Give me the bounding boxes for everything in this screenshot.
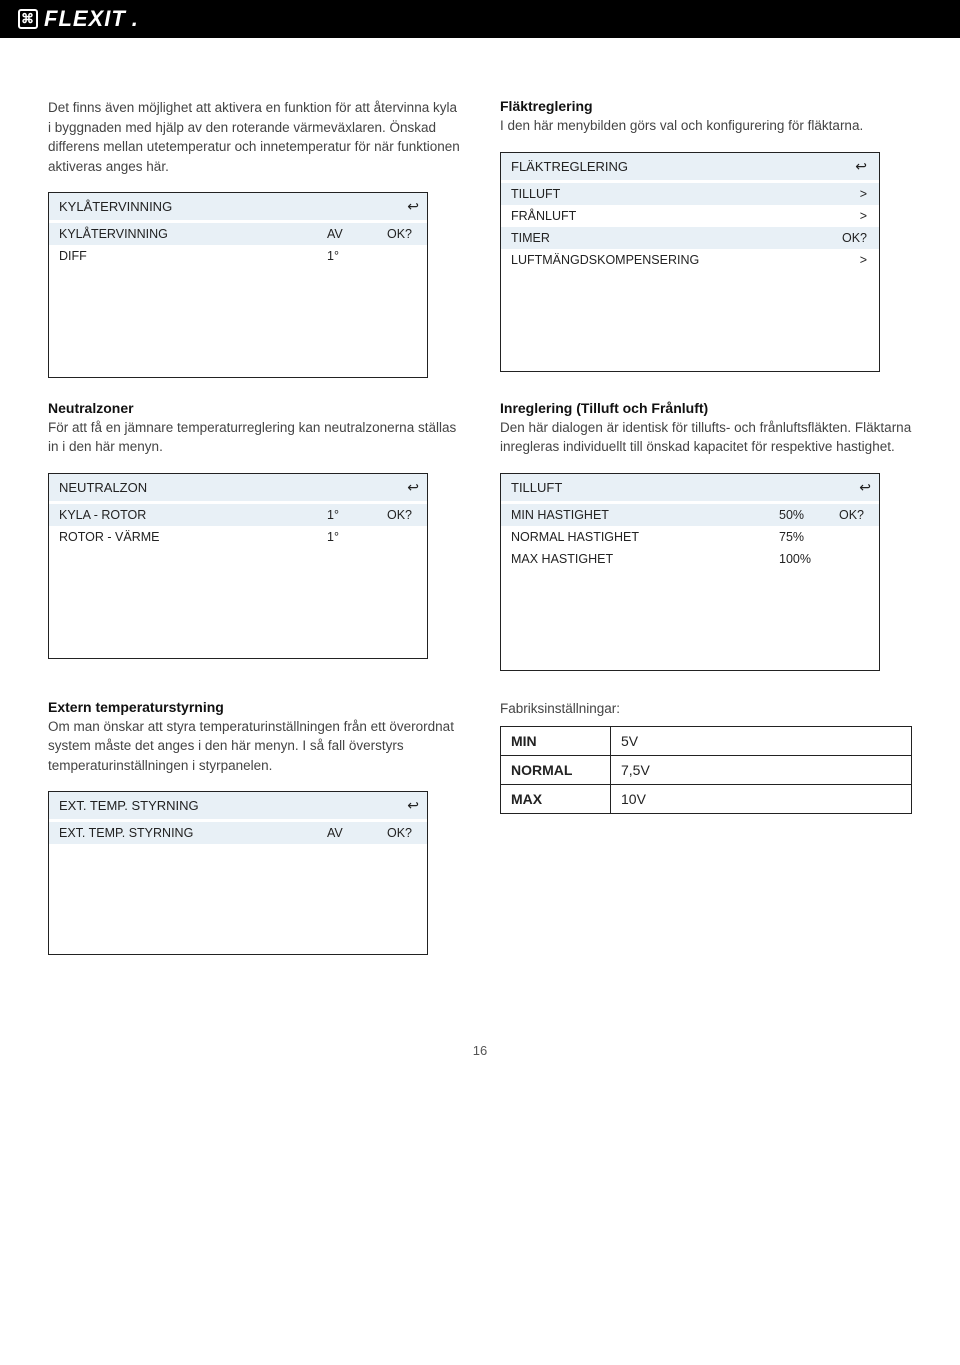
row-label: KYLÅTERVINNING [49, 222, 317, 246]
row-value: 50% [769, 502, 829, 526]
section-text: Den här dialogen är identisk för tilluft… [500, 418, 912, 457]
row-label: ROTOR - VÄRME [49, 526, 317, 548]
section-text: För att få en jämnare temperaturreglerin… [48, 418, 460, 457]
top-bar: ⌘ FLEXIT. [0, 0, 960, 38]
row-label: TILLUFT [501, 181, 832, 205]
brand-name: FLEXIT [44, 6, 126, 32]
row-arrow: > [832, 181, 879, 205]
back-icon[interactable]: ↩ [855, 159, 867, 173]
row-label: KYLA - ROTOR [49, 502, 317, 526]
setting-value: 7,5V [611, 756, 912, 785]
row-value: 1° [317, 526, 377, 548]
box-title: KYLÅTERVINNING [49, 193, 317, 222]
page-content: Det finns även möjlighet att aktivera en… [0, 38, 960, 1098]
menu-row[interactable]: TILLUFT > [501, 181, 879, 205]
table-row: MIN 5V [501, 727, 912, 756]
row-value: AV [317, 222, 377, 246]
menu-row[interactable]: ROTOR - VÄRME 1° [49, 526, 427, 548]
row-label: EXT. TEMP. STYRNING [49, 821, 317, 845]
setting-name: NORMAL [501, 756, 611, 785]
menu-row[interactable]: FRÅNLUFT > [501, 205, 879, 227]
setting-name: MIN [501, 727, 611, 756]
brand-dot: . [132, 6, 139, 32]
row-ok [377, 245, 427, 267]
row-value: 1° [317, 245, 377, 267]
brand-logo: ⌘ FLEXIT. [18, 6, 139, 32]
intro-text: Det finns även möjlighet att aktivera en… [48, 98, 460, 176]
factory-settings-table: MIN 5V NORMAL 7,5V MAX 10V [500, 726, 912, 814]
back-icon[interactable]: ↩ [407, 480, 419, 494]
ext-temp-box: EXT. TEMP. STYRNING ↩ EXT. TEMP. STYRNIN… [48, 791, 428, 955]
kylatervinning-box: KYLÅTERVINNING ↩ KYLÅTERVINNING AV OK? D… [48, 192, 428, 378]
page-number: 16 [48, 1043, 912, 1058]
setting-value: 5V [611, 727, 912, 756]
menu-row[interactable]: NORMAL HASTIGHET 75% [501, 526, 879, 548]
setting-value: 10V [611, 785, 912, 814]
box-title: FLÄKTREGLERING [501, 153, 832, 182]
row-value: 1° [317, 502, 377, 526]
row-ok: OK? [377, 502, 427, 526]
section-heading: Fläktreglering [500, 98, 912, 114]
back-icon[interactable]: ↩ [407, 798, 419, 812]
row-ok [829, 526, 879, 548]
row-label: DIFF [49, 245, 317, 267]
menu-row[interactable]: MAX HASTIGHET 100% [501, 548, 879, 570]
setting-name: MAX [501, 785, 611, 814]
section-text: Om man önskar att styra temperaturinstäl… [48, 717, 460, 776]
row-label: MIN HASTIGHET [501, 502, 769, 526]
row-arrow: OK? [832, 227, 879, 249]
row-value: 100% [769, 548, 829, 570]
menu-row[interactable]: EXT. TEMP. STYRNING AV OK? [49, 821, 427, 845]
menu-row[interactable]: MIN HASTIGHET 50% OK? [501, 502, 879, 526]
row-ok [829, 548, 879, 570]
row-ok: OK? [377, 821, 427, 845]
row-label: NORMAL HASTIGHET [501, 526, 769, 548]
menu-row[interactable]: TIMER OK? [501, 227, 879, 249]
section-heading: Inreglering (Tilluft och Frånluft) [500, 400, 912, 416]
fabrik-heading: Fabriksinställningar: [500, 699, 912, 719]
row-label: FRÅNLUFT [501, 205, 832, 227]
back-icon[interactable]: ↩ [407, 199, 419, 213]
back-icon[interactable]: ↩ [859, 480, 871, 494]
row-value: 75% [769, 526, 829, 548]
menu-row[interactable]: LUFTMÄNGDSKOMPENSERING > [501, 249, 879, 271]
table-row: NORMAL 7,5V [501, 756, 912, 785]
section-heading: Neutralzoner [48, 400, 460, 416]
section-heading: Extern temperaturstyrning [48, 699, 460, 715]
row-arrow: > [832, 205, 879, 227]
section-text: I den här menybilden görs val och konfig… [500, 116, 912, 136]
row-ok [377, 526, 427, 548]
menu-row[interactable]: KYLA - ROTOR 1° OK? [49, 502, 427, 526]
row-arrow: > [832, 249, 879, 271]
box-title: EXT. TEMP. STYRNING [49, 792, 317, 821]
flaktreglering-box: FLÄKTREGLERING ↩ TILLUFT > FRÅNLUFT > [500, 152, 880, 372]
row-label: TIMER [501, 227, 832, 249]
neutralzon-box: NEUTRALZON ↩ KYLA - ROTOR 1° OK? ROTOR -… [48, 473, 428, 659]
box-title: TILLUFT [501, 474, 769, 503]
row-label: LUFTMÄNGDSKOMPENSERING [501, 249, 832, 271]
row-ok: OK? [829, 502, 879, 526]
menu-row[interactable]: KYLÅTERVINNING AV OK? [49, 222, 427, 246]
menu-row[interactable]: DIFF 1° [49, 245, 427, 267]
row-value: AV [317, 821, 377, 845]
row-ok: OK? [377, 222, 427, 246]
table-row: MAX 10V [501, 785, 912, 814]
row-label: MAX HASTIGHET [501, 548, 769, 570]
box-title: NEUTRALZON [49, 474, 317, 503]
logo-icon: ⌘ [18, 9, 38, 29]
tilluft-box: TILLUFT ↩ MIN HASTIGHET 50% OK? NORMAL H… [500, 473, 880, 671]
